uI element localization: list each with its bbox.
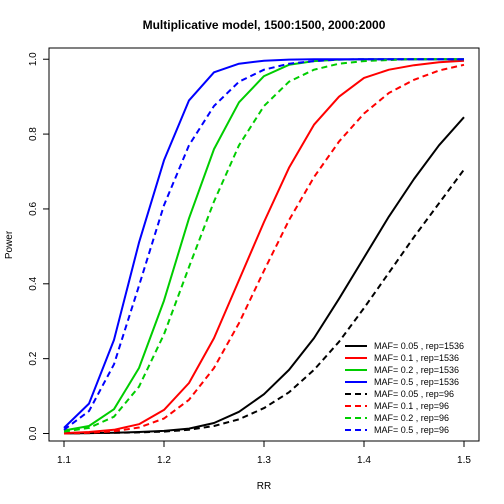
series-line-1	[63, 59, 465, 435]
x-tick-label: 1.4	[357, 455, 371, 466]
x-tick-label: 1.5	[457, 455, 471, 466]
series-line-0	[63, 116, 465, 435]
y-axis: 0.0 0.2 0.4 0.6 0.8 1.0	[28, 52, 49, 440]
series-line-3	[63, 58, 464, 429]
series-lines	[63, 58, 465, 435]
legend-label: MAF= 0.05 , rep=96	[374, 389, 454, 399]
y-tick-label: 0.0	[28, 426, 39, 440]
legend-label: MAF= 0.5 , rep=96	[374, 425, 449, 435]
y-tick-label: 1.0	[28, 52, 39, 66]
x-tick-label: 1.2	[157, 455, 171, 466]
y-tick-label: 0.2	[28, 351, 39, 365]
legend-label: MAF= 0.5 , rep=1536	[374, 377, 459, 387]
legend-label: MAF= 0.05 , rep=1536	[374, 341, 464, 351]
x-axis-label: RR	[257, 481, 271, 492]
series-line-6	[63, 58, 464, 433]
y-tick-label: 0.6	[28, 202, 39, 216]
legend-label: MAF= 0.1 , rep=1536	[374, 353, 459, 363]
y-axis-label: Power	[4, 230, 15, 259]
y-tick-label: 0.4	[28, 276, 39, 290]
series-line-7	[63, 58, 464, 431]
series-line-5	[63, 63, 465, 435]
chart-title: Multiplicative model, 1500:1500, 2000:20…	[143, 18, 386, 32]
legend: MAF= 0.05 , rep=1536 MAF= 0.1 , rep=1536 M…	[345, 341, 464, 435]
legend-label: MAF= 0.2 , rep=96	[374, 413, 449, 423]
x-tick-label: 1.3	[257, 455, 271, 466]
series-line-4	[63, 169, 465, 435]
x-tick-label: 1.1	[57, 455, 71, 466]
x-axis: 1.1 1.2 1.3 1.4 1.5	[57, 441, 471, 466]
y-tick-label: 0.8	[28, 127, 39, 141]
legend-label: MAF= 0.2 , rep=1536	[374, 365, 459, 375]
legend-label: MAF= 0.1 , rep=96	[374, 401, 449, 411]
